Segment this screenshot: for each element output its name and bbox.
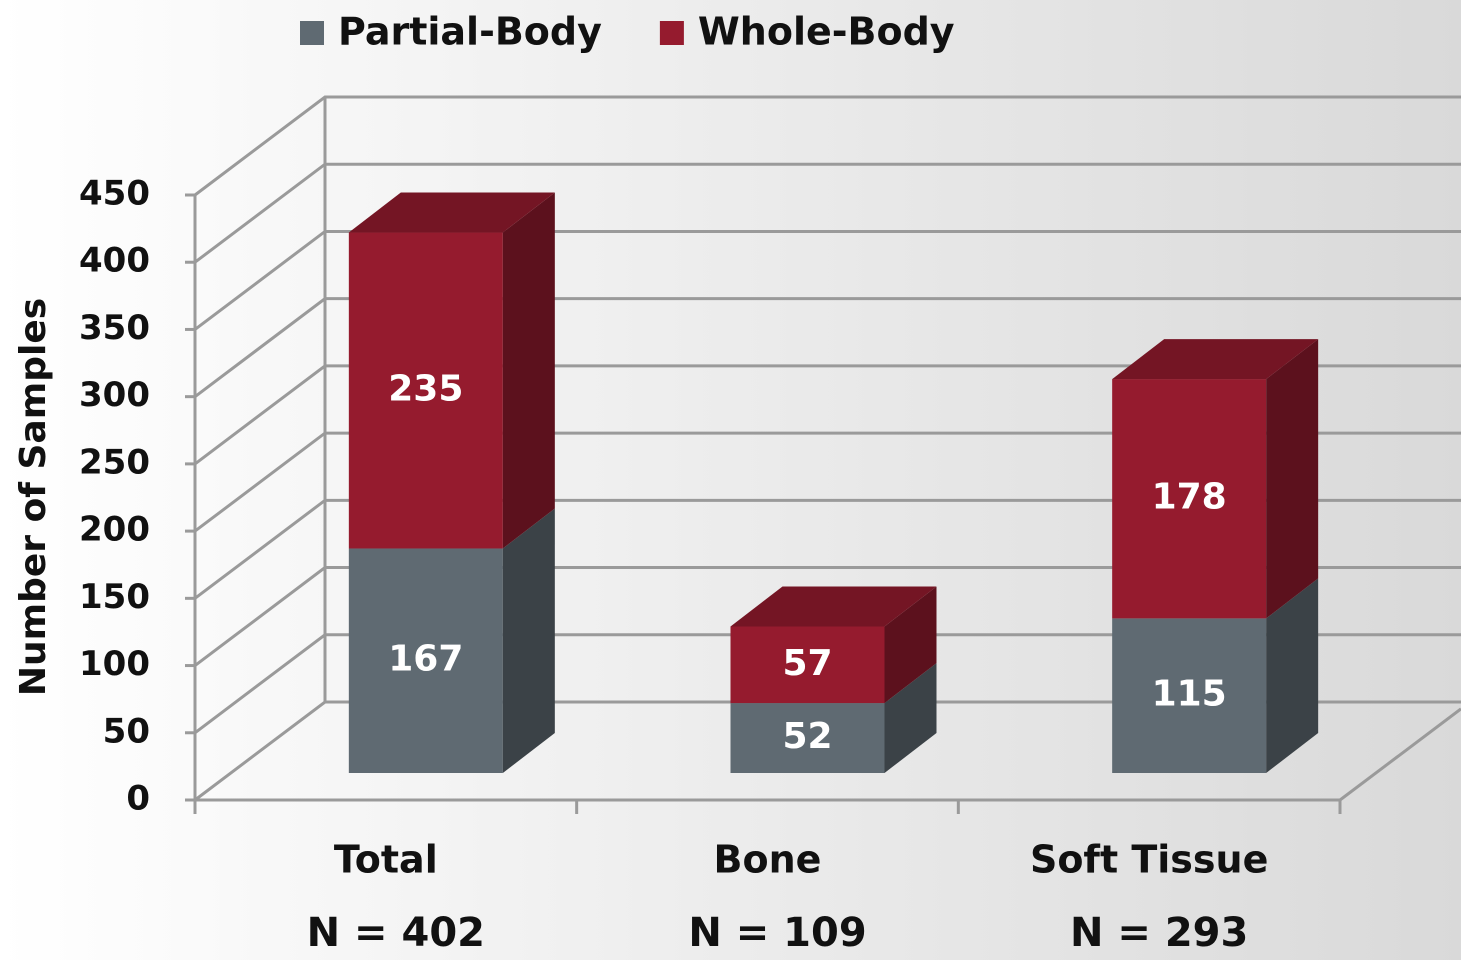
bar-top: [348, 192, 555, 233]
data-label: 115: [1152, 674, 1227, 715]
y-tick-label: 350: [79, 308, 150, 348]
x-tick-sublabel: N = 109: [688, 910, 866, 956]
bar-side: [1266, 339, 1319, 619]
x-tick-label: Soft Tissue: [1030, 838, 1268, 882]
legend-label: Whole-Body: [698, 10, 955, 54]
data-label: 57: [782, 643, 832, 684]
bar-side: [502, 508, 555, 773]
legend-swatch: [300, 21, 324, 45]
x-tick-sublabel: N = 293: [1070, 910, 1248, 956]
bar: [348, 548, 503, 773]
bar-side: [1266, 578, 1319, 773]
y-tick-label: 300: [79, 375, 150, 415]
bar-side: [884, 663, 937, 773]
bar-side: [502, 192, 555, 549]
grid-line: [194, 431, 1461, 533]
grid-line: [194, 566, 1461, 667]
y-tick-label: 50: [103, 711, 150, 751]
data-label: 235: [388, 369, 463, 410]
legend-label: Partial-Body: [338, 10, 602, 54]
bar: [730, 703, 885, 773]
x-tick-label: Total: [334, 838, 438, 882]
data-label: 178: [1152, 477, 1227, 518]
x-tick-label: Bone: [714, 838, 822, 882]
grid-line: [194, 229, 1461, 331]
y-tick-label: 150: [79, 577, 150, 617]
floor-edge: [1339, 707, 1461, 802]
bar: [1112, 618, 1267, 773]
y-tick-label: 0: [126, 779, 150, 819]
legend-swatch: [659, 21, 684, 45]
bar: [1112, 379, 1267, 619]
bar: [348, 232, 503, 549]
y-tick-label: 400: [79, 241, 150, 281]
grid-line: [194, 498, 1461, 600]
data-label: 167: [388, 639, 463, 680]
y-tick-label: 450: [79, 174, 150, 214]
y-tick-label: 250: [79, 442, 150, 482]
grid-line: [194, 633, 1461, 734]
y-tick-label: 100: [79, 644, 150, 684]
grid-line: [194, 297, 1461, 398]
bar-top: [730, 586, 937, 627]
y-axis-title: Number of Samples: [13, 298, 54, 696]
grid-line: [194, 700, 1461, 802]
bar: [730, 626, 885, 704]
grid-line: [194, 162, 1461, 264]
grid-line: [194, 364, 1461, 466]
y-tick-label: 200: [79, 510, 150, 550]
grid-line: [194, 95, 1461, 197]
bar-top: [1112, 339, 1319, 380]
bar-side: [884, 586, 937, 704]
x-tick-sublabel: N = 402: [307, 910, 485, 956]
data-label: 52: [782, 716, 832, 757]
